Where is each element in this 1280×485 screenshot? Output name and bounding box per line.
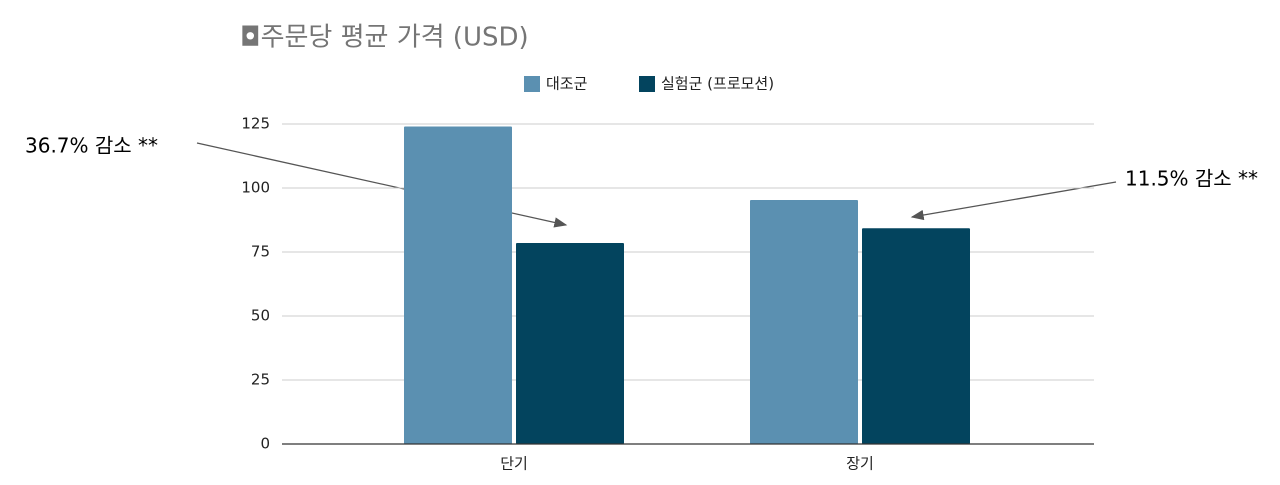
chart-title: ◘주문당 평균 가격 (USD) xyxy=(240,23,529,53)
bar xyxy=(862,228,970,444)
y-tick-label: 25 xyxy=(251,371,270,389)
x-tick-label: 단기 xyxy=(500,455,528,473)
annotation: 36.7% 감소 ** xyxy=(25,134,158,158)
y-tick-label: 0 xyxy=(260,435,270,453)
bar xyxy=(404,126,512,444)
y-tick-label: 100 xyxy=(241,179,270,197)
y-tick-label: 125 xyxy=(241,115,270,133)
annotation: 11.5% 감소 ** xyxy=(1125,167,1258,191)
y-tick-label: 50 xyxy=(251,307,270,325)
legend-label: 실험군 (프로모션) xyxy=(661,75,774,93)
bar xyxy=(750,200,858,444)
bar xyxy=(516,243,624,444)
x-tick-label: 장기 xyxy=(846,455,874,473)
y-tick-label: 75 xyxy=(251,243,270,261)
legend-swatch xyxy=(524,76,540,92)
annotation-arrow xyxy=(910,181,1117,221)
legend-swatch xyxy=(639,76,655,92)
legend-label: 대조군 xyxy=(546,75,588,93)
